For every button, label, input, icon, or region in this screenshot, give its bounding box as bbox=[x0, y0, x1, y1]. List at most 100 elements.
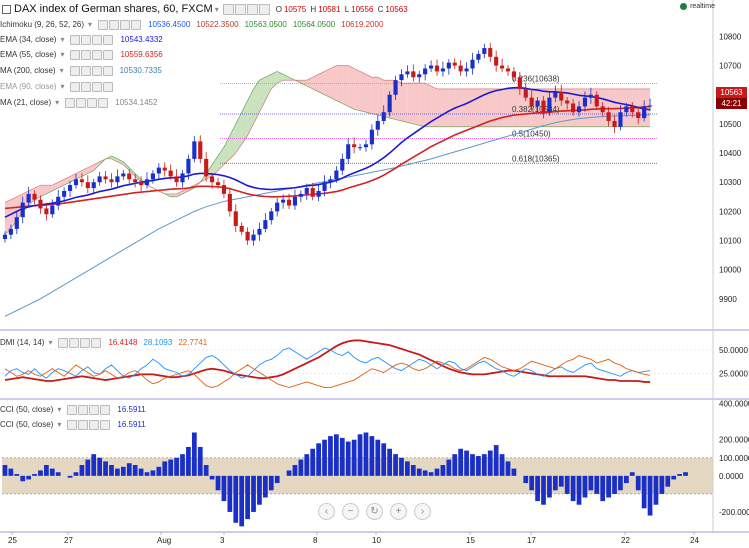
ichimoku-cloud-segment bbox=[348, 65, 355, 110]
chart-title[interactable]: DAX index of German shares, 60, FXCM bbox=[14, 3, 213, 15]
scroll-right-icon[interactable]: › bbox=[414, 503, 431, 520]
settings-icon[interactable] bbox=[65, 97, 76, 108]
close-icon[interactable] bbox=[100, 404, 111, 415]
settings-icon[interactable] bbox=[67, 419, 78, 430]
indicator-legend-row: MA (200, close) ▾ 10530.7335 bbox=[0, 64, 162, 77]
symbol-icon bbox=[2, 4, 11, 14]
dropdown-icon[interactable]: ▾ bbox=[60, 82, 65, 91]
candle-body bbox=[20, 202, 25, 218]
ichimoku-cloud-segment bbox=[460, 88, 467, 127]
settings-icon[interactable] bbox=[70, 81, 81, 92]
add-icon[interactable] bbox=[89, 404, 100, 415]
dropdown-icon[interactable]: ▾ bbox=[48, 338, 53, 347]
price-panel[interactable]: 0.236(10638) 0.382(10534) 0.5(10450) 0.618(… bbox=[2, 42, 658, 317]
dropdown-icon[interactable]: ▾ bbox=[59, 66, 64, 75]
ichimoku-cloud-segment bbox=[448, 88, 455, 127]
candle-body bbox=[423, 68, 428, 75]
eye-icon[interactable] bbox=[109, 19, 120, 30]
candle-body bbox=[38, 199, 43, 209]
dropdown-icon[interactable]: ▾ bbox=[57, 405, 62, 414]
close-icon[interactable] bbox=[103, 81, 114, 92]
zoom-in-icon[interactable]: + bbox=[390, 503, 407, 520]
settings-icon[interactable] bbox=[69, 65, 80, 76]
candle-body bbox=[523, 88, 528, 98]
candle-body bbox=[56, 196, 61, 206]
candle-body bbox=[529, 97, 534, 107]
indicator-name[interactable]: EMA (34, close) bbox=[0, 35, 57, 44]
candle-body bbox=[210, 176, 215, 183]
close-icon[interactable] bbox=[102, 65, 113, 76]
eye-icon[interactable] bbox=[76, 97, 87, 108]
close-icon[interactable] bbox=[103, 34, 114, 45]
candle-body bbox=[103, 176, 108, 180]
indicator-name[interactable]: MA (21, close) bbox=[0, 98, 52, 107]
indicator-name[interactable]: Ichimoku (9, 26, 52, 26) bbox=[0, 20, 85, 29]
indicator-name[interactable]: EMA (90, close) bbox=[0, 82, 57, 91]
settings-icon[interactable] bbox=[70, 49, 81, 60]
candle-body bbox=[109, 179, 114, 183]
candle-body bbox=[2, 234, 8, 240]
close-icon[interactable] bbox=[98, 97, 109, 108]
candle-body bbox=[91, 182, 96, 189]
dropdown-icon[interactable]: ▾ bbox=[55, 98, 60, 107]
dropdown-icon[interactable]: ▾ bbox=[214, 4, 219, 14]
eye-icon[interactable] bbox=[78, 419, 89, 430]
dropdown-icon[interactable]: ▾ bbox=[88, 20, 93, 29]
candle-body bbox=[505, 68, 511, 72]
eye-icon[interactable] bbox=[81, 34, 92, 45]
eye-icon[interactable] bbox=[69, 337, 80, 348]
settings-icon[interactable] bbox=[70, 34, 81, 45]
settings-icon[interactable] bbox=[67, 404, 78, 415]
candle-body bbox=[612, 120, 617, 127]
eye-icon[interactable] bbox=[81, 81, 92, 92]
candle-body bbox=[470, 59, 475, 69]
cci-tick-label: 0.0000 bbox=[719, 472, 744, 481]
add-icon[interactable] bbox=[92, 49, 103, 60]
add-icon[interactable] bbox=[87, 97, 98, 108]
add-icon[interactable] bbox=[246, 3, 258, 15]
settings-icon[interactable] bbox=[222, 3, 234, 15]
close-icon[interactable] bbox=[131, 19, 142, 30]
indicator-name[interactable]: MA (200, close) bbox=[0, 66, 56, 75]
settings-icon[interactable] bbox=[58, 337, 69, 348]
candle-body bbox=[44, 208, 49, 215]
ichimoku-cloud-segment bbox=[312, 74, 319, 92]
add-icon[interactable] bbox=[80, 337, 91, 348]
candle-body bbox=[588, 94, 593, 98]
ichimoku-cloud-segment bbox=[330, 65, 337, 101]
add-icon[interactable] bbox=[91, 65, 102, 76]
cci-panel[interactable] bbox=[2, 432, 713, 527]
ichimoku-cloud-segment bbox=[129, 167, 136, 177]
candle-body bbox=[174, 176, 179, 183]
dropdown-icon[interactable]: ▾ bbox=[57, 420, 62, 429]
indicator-value: 10619.2000 bbox=[341, 20, 384, 29]
scroll-left-icon[interactable]: ‹ bbox=[318, 503, 335, 520]
dropdown-icon[interactable]: ▾ bbox=[60, 50, 65, 59]
eye-icon[interactable] bbox=[78, 404, 89, 415]
reset-icon[interactable]: ↻ bbox=[366, 503, 383, 520]
eye-icon[interactable] bbox=[234, 3, 246, 15]
candle-body bbox=[50, 205, 55, 215]
eye-icon[interactable] bbox=[80, 65, 91, 76]
close-icon[interactable] bbox=[258, 3, 270, 15]
add-icon[interactable] bbox=[92, 81, 103, 92]
close-icon[interactable] bbox=[100, 419, 111, 430]
ichimoku-cloud-segment bbox=[40, 185, 47, 197]
indicator-name[interactable]: EMA (55, close) bbox=[0, 50, 57, 59]
candle-body bbox=[127, 173, 132, 180]
close-icon[interactable] bbox=[103, 49, 114, 60]
add-icon[interactable] bbox=[92, 34, 103, 45]
dmi-panel[interactable] bbox=[2, 339, 713, 389]
ichimoku-cloud-segment bbox=[324, 68, 331, 98]
candle-body bbox=[121, 173, 126, 177]
candle-body bbox=[32, 193, 37, 200]
close-icon[interactable] bbox=[91, 337, 102, 348]
zoom-out-icon[interactable]: − bbox=[342, 503, 359, 520]
add-icon[interactable] bbox=[89, 419, 100, 430]
candle-body bbox=[458, 65, 463, 72]
settings-icon[interactable] bbox=[98, 19, 109, 30]
dropdown-icon[interactable]: ▾ bbox=[60, 35, 65, 44]
eye-icon[interactable] bbox=[81, 49, 92, 60]
add-icon[interactable] bbox=[120, 19, 131, 30]
